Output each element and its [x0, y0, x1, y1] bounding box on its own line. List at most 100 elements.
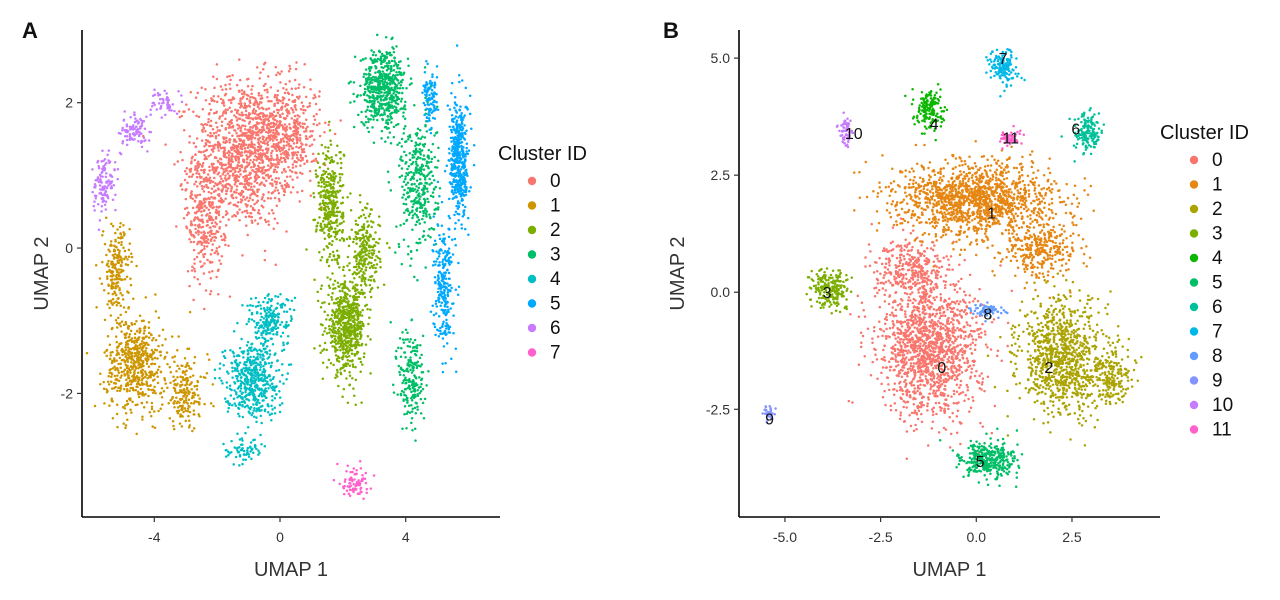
point	[374, 53, 378, 57]
point	[335, 368, 339, 372]
point	[393, 56, 396, 60]
point	[207, 217, 211, 220]
point	[291, 166, 295, 169]
point	[139, 370, 143, 373]
point	[330, 155, 333, 159]
point	[347, 354, 351, 358]
point	[147, 394, 150, 398]
point	[407, 245, 410, 248]
point	[274, 263, 277, 267]
point	[258, 183, 262, 186]
point	[392, 50, 396, 54]
point	[133, 369, 136, 372]
point	[254, 109, 258, 113]
point	[355, 298, 359, 301]
point	[118, 356, 122, 360]
point	[382, 98, 385, 102]
point	[245, 180, 249, 183]
point	[365, 229, 369, 233]
point	[218, 259, 221, 262]
point	[196, 169, 199, 173]
point	[379, 265, 382, 269]
point	[398, 87, 402, 90]
point	[261, 160, 264, 163]
point	[416, 164, 419, 167]
point	[380, 66, 383, 69]
point	[356, 332, 359, 336]
point	[207, 196, 210, 200]
point	[224, 83, 227, 87]
point	[325, 318, 328, 321]
point	[337, 336, 340, 339]
point	[312, 122, 315, 126]
point	[289, 191, 293, 194]
point	[335, 297, 338, 301]
point	[187, 389, 190, 393]
point	[249, 166, 253, 169]
point	[264, 130, 268, 134]
point	[210, 192, 213, 195]
point	[207, 208, 211, 211]
point	[385, 241, 389, 245]
point	[218, 129, 221, 132]
point	[390, 121, 393, 124]
point	[243, 132, 247, 135]
point	[332, 183, 335, 186]
point	[288, 127, 292, 130]
point	[206, 173, 210, 176]
point	[399, 80, 403, 84]
point	[200, 243, 203, 246]
point	[328, 255, 331, 259]
point	[320, 173, 324, 177]
point	[115, 300, 118, 303]
point	[383, 109, 386, 112]
point	[235, 191, 238, 194]
point	[417, 137, 420, 140]
point	[231, 145, 234, 149]
point	[193, 194, 197, 197]
point	[308, 169, 312, 173]
point	[293, 152, 296, 155]
point	[133, 377, 137, 381]
point	[388, 51, 392, 54]
point	[95, 305, 98, 309]
point	[284, 116, 288, 120]
point	[425, 215, 428, 218]
point	[361, 308, 364, 312]
point	[275, 129, 278, 132]
point	[223, 163, 227, 167]
point	[298, 137, 302, 140]
point	[407, 64, 410, 68]
point	[250, 192, 253, 196]
point	[427, 148, 431, 152]
point	[189, 375, 192, 379]
point	[423, 136, 427, 139]
point	[246, 84, 250, 88]
point	[248, 197, 252, 200]
point	[231, 215, 234, 218]
point	[416, 220, 419, 223]
point	[360, 344, 363, 347]
point	[294, 108, 298, 111]
point	[284, 82, 288, 86]
point	[266, 140, 269, 144]
point	[145, 380, 148, 383]
point	[234, 116, 238, 119]
point	[185, 363, 188, 367]
point	[389, 321, 392, 324]
point	[208, 234, 212, 237]
point	[254, 117, 258, 120]
point	[337, 319, 341, 323]
point	[295, 153, 299, 157]
point	[331, 319, 335, 323]
point	[173, 360, 176, 364]
point	[298, 83, 301, 86]
point	[185, 386, 189, 390]
point	[255, 155, 259, 159]
point	[208, 211, 212, 215]
point	[284, 130, 287, 133]
point	[146, 376, 149, 380]
point	[340, 319, 343, 322]
point	[258, 146, 262, 149]
point	[323, 330, 326, 333]
